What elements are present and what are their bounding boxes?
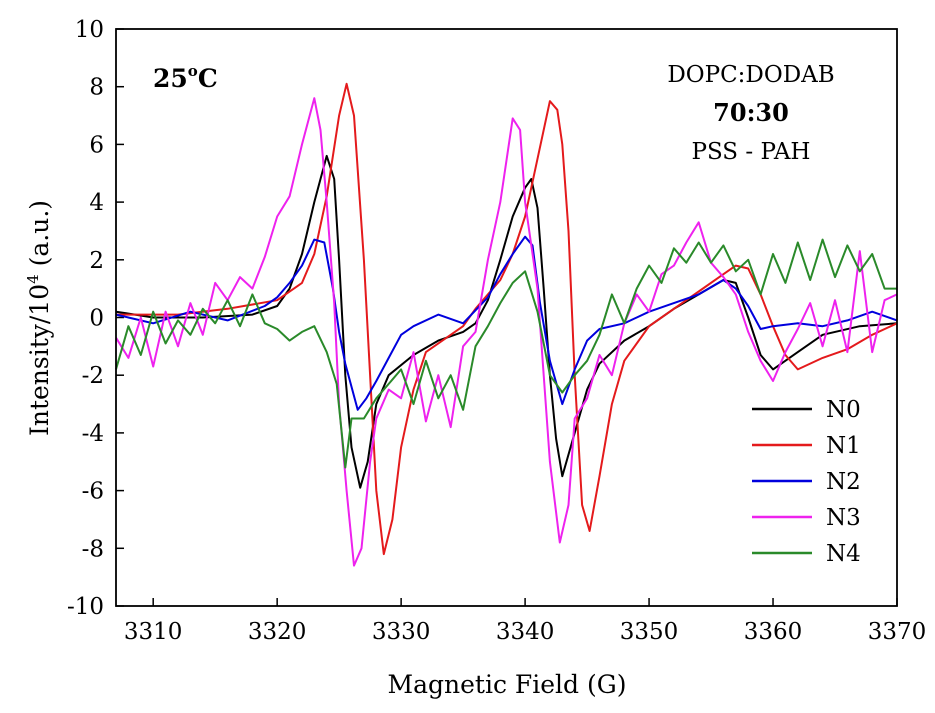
series-line-n0 — [115, 154, 898, 489]
polymer-annotation: PSS - PAH — [691, 139, 810, 165]
y-tick-label: -10 — [67, 594, 104, 620]
x-tick-label: 3360 — [744, 619, 803, 645]
y-axis-title-tail: (a.u.) — [25, 200, 54, 274]
series-line-n3 — [115, 97, 898, 567]
x-axis-title: Magnetic Field (G) — [388, 670, 627, 699]
x-tick-label: 3350 — [620, 619, 679, 645]
legend: N0 N1 N2 N3 N4 — [752, 397, 861, 567]
x-tick-label: 3370 — [868, 619, 927, 645]
axis-ticks: 3310 3320 3330 3340 3350 3360 3370 -10 -8 -6 -4 -2 0… — [67, 17, 926, 645]
ratio-annotation: 70:30 — [713, 98, 789, 127]
x-tick-label: 3310 — [124, 619, 183, 645]
y-tick-label: -4 — [82, 421, 104, 447]
x-tick-label: 3330 — [372, 619, 431, 645]
y-tick-label: 6 — [89, 132, 104, 158]
y-tick-label: -2 — [82, 363, 104, 389]
temperature-unit: C — [198, 64, 218, 93]
x-tick-label: 3340 — [496, 619, 555, 645]
y-tick-label: -6 — [82, 479, 104, 505]
y-tick-label: 2 — [89, 248, 104, 274]
y-tick-label: -8 — [82, 536, 104, 562]
plot-frame — [115, 28, 898, 607]
series-line-n4 — [115, 238, 897, 469]
temperature-degree: o — [188, 62, 198, 80]
y-tick-label: 0 — [89, 306, 104, 332]
y-tick-label: 4 — [89, 190, 104, 216]
series-lines — [115, 82, 898, 567]
legend-label-n4: N4 — [826, 541, 861, 567]
lipid-annotation: DOPC:DODAB — [667, 62, 834, 88]
temperature-annotation: 25oC — [153, 62, 218, 93]
legend-label-n2: N2 — [826, 469, 861, 495]
x-tick-label: 3320 — [248, 619, 307, 645]
y-tick-label: 8 — [89, 75, 104, 101]
series-line-n1 — [116, 82, 898, 556]
y-axis-title-main: Intensity/10 — [25, 284, 54, 436]
legend-label-n3: N3 — [826, 505, 861, 531]
legend-label-n1: N1 — [826, 433, 861, 459]
legend-label-n0: N0 — [826, 397, 861, 423]
temperature-value: 25 — [153, 64, 188, 93]
y-axis-title: Intensity/104 (a.u.) — [24, 200, 54, 436]
series-line-n2 — [115, 235, 898, 411]
y-axis-title-superscript: 4 — [24, 274, 42, 284]
y-tick-label: 10 — [75, 17, 104, 43]
